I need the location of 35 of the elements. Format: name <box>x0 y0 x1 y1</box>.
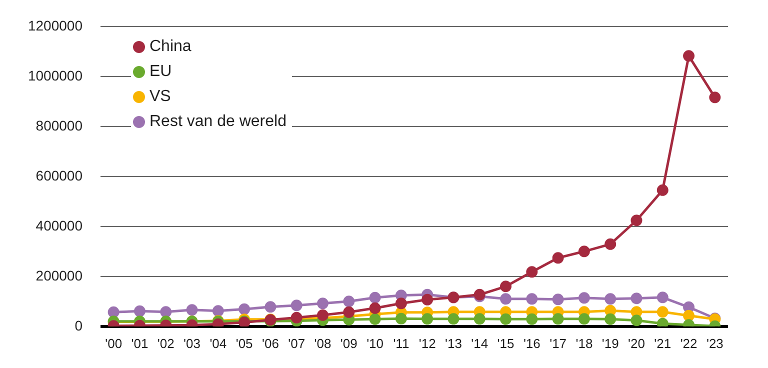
y-tick-label: 1200000 <box>28 17 83 34</box>
x-tick-label: '03 <box>184 336 200 351</box>
y-tick-label: 800000 <box>36 117 83 134</box>
x-tick-label: '20 <box>628 336 645 351</box>
x-tick-label: '12 <box>418 336 436 351</box>
x-tick-label: '23 <box>706 336 724 351</box>
x-tick-label: '21 <box>654 336 672 351</box>
legend-label: China <box>150 38 192 56</box>
x-tick-label: '19 <box>602 336 619 351</box>
x-tick-label: '16 <box>523 336 540 351</box>
x-tick-label: '11 <box>393 336 410 351</box>
x-tick-label: '06 <box>262 336 279 351</box>
x-tick-label: '09 <box>340 336 358 351</box>
x-tick-label: '04 <box>210 336 227 351</box>
x-tick-label: '10 <box>366 336 384 351</box>
y-tick-label: 1000000 <box>28 67 83 84</box>
x-tick-label: '13 <box>444 336 462 351</box>
x-tick-label: '02 <box>157 336 174 351</box>
x-tick-label: '17 <box>550 336 567 351</box>
x-tick-label: '00 <box>105 336 122 351</box>
x-tick-label: '15 <box>497 336 514 351</box>
x-tick-label: '22 <box>680 336 698 351</box>
legend-label: VS <box>150 88 171 106</box>
x-tick-label: '05 <box>236 336 253 351</box>
y-tick-label: 400000 <box>36 217 83 234</box>
x-tick-label: '08 <box>314 336 332 351</box>
y-tick-label: 0 <box>74 317 83 334</box>
x-tick-label: '14 <box>471 336 488 351</box>
x-tick-label: '07 <box>288 336 306 351</box>
legend-label: EU <box>150 62 172 81</box>
y-tick-label: 200000 <box>36 267 83 284</box>
x-tick-label: '01 <box>131 336 148 351</box>
y-tick-label: 600000 <box>36 167 83 184</box>
legend-label: Rest van de wereld <box>150 112 286 131</box>
x-tick-label: '18 <box>576 336 593 351</box>
